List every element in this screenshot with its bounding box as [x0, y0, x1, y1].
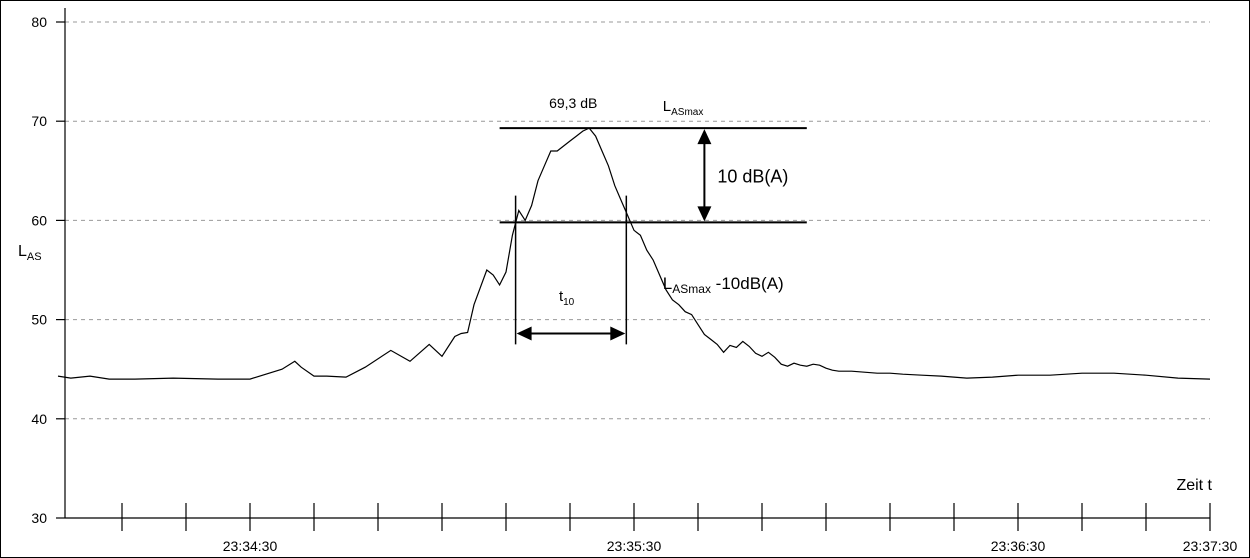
delta-arrow-head-up — [697, 129, 712, 145]
t10-arrow-head-left — [516, 326, 532, 341]
y-tick-label: 70 — [31, 113, 47, 129]
series-line — [57, 127, 1211, 380]
tick-marks — [56, 21, 1211, 531]
x-tick-label: 23:36:30 — [991, 538, 1046, 554]
y-tick-label: 50 — [31, 312, 47, 328]
y-tick-label: 30 — [31, 510, 47, 526]
lasmax-label: LASmax — [663, 98, 704, 118]
tick-labels: 30 40 50 60 70 80 23:34:30 23:35:30 23:36:30 23:3… — [18, 14, 1237, 554]
x-axis-label: Zeit t — [1176, 477, 1212, 494]
x-tick-label: 23:34:30 — [223, 538, 278, 554]
t10-arrow-head-right — [610, 326, 626, 341]
t10-label: t10 — [559, 288, 575, 308]
y-tick-label: 40 — [31, 411, 47, 427]
delta-label: 10 dB(A) — [717, 166, 788, 186]
axes — [64, 8, 1210, 519]
delta-arrow-head-down — [697, 206, 712, 222]
y-axis-label: LAS — [18, 243, 42, 263]
lasmax-minus10-label: LASmax -10dB(A) — [663, 274, 784, 296]
peak-value-label: 69,3 dB — [549, 95, 597, 111]
x-tick-label: 23:37:30 — [1183, 538, 1238, 554]
y-tick-label: 80 — [31, 14, 47, 30]
annotations: 69,3 dB LASmax 10 dB(A) LASmax -10dB(A) t10 — [499, 95, 807, 345]
y-tick-label: 60 — [31, 212, 47, 228]
x-tick-label: 23:35:30 — [607, 538, 662, 554]
grid-lines — [65, 21, 1210, 420]
